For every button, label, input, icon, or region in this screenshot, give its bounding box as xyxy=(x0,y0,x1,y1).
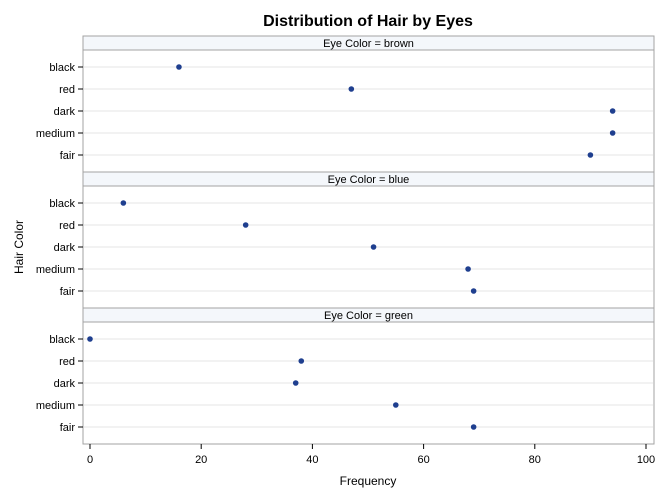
data-point xyxy=(609,108,616,114)
data-point xyxy=(87,336,93,342)
x-axis: 0 20 40 60 80 100 xyxy=(87,444,655,466)
y-tick-label: medium xyxy=(36,128,75,140)
y-axis-label: Hair Color xyxy=(12,220,26,274)
y-tick-label: fair xyxy=(60,150,76,162)
data-point xyxy=(292,380,299,386)
y-tick-label: black xyxy=(49,62,75,74)
panel-2: Eye Color = green black red dark medium fair xyxy=(36,307,655,445)
x-tick-label: 20 xyxy=(195,454,207,466)
data-point xyxy=(370,244,377,250)
panel-header-label: Eye Color = brown xyxy=(323,38,414,50)
y-tick-label: black xyxy=(49,334,75,346)
y-tick-label: black xyxy=(49,198,75,210)
x-axis-label: Frequency xyxy=(340,474,397,488)
data-point xyxy=(470,288,477,294)
data-point xyxy=(348,86,355,92)
data-point xyxy=(176,64,182,70)
data-point xyxy=(120,200,127,206)
y-tick-label: dark xyxy=(54,378,76,390)
chart-title: Distribution of Hair by Eyes xyxy=(263,13,473,30)
data-point xyxy=(609,130,616,136)
x-tick-label: 80 xyxy=(529,454,541,466)
data-point xyxy=(587,152,594,158)
data-point xyxy=(393,402,399,408)
panel-header-label: Eye Color = blue xyxy=(328,174,410,186)
y-tick-label: fair xyxy=(60,286,76,298)
data-point xyxy=(242,222,249,228)
y-tick-label: red xyxy=(59,356,75,368)
y-tick-label: dark xyxy=(54,106,76,118)
y-tick-label: fair xyxy=(60,422,76,434)
x-tick-label: 60 xyxy=(417,454,429,466)
data-point xyxy=(298,358,305,364)
y-tick-label: medium xyxy=(36,400,75,412)
y-tick-label: medium xyxy=(36,264,75,276)
x-tick-label: 100 xyxy=(637,454,655,466)
data-point xyxy=(465,266,471,272)
data-point xyxy=(470,424,477,430)
y-tick-label: dark xyxy=(54,242,76,254)
y-tick-label: red xyxy=(59,84,75,96)
x-tick-label: 40 xyxy=(306,454,318,466)
panel-0: Eye Color = brown black red dark medium fair xyxy=(36,35,655,173)
x-tick-label: 0 xyxy=(87,454,93,466)
panel-1: Eye Color = blue black red dark medium fair xyxy=(36,171,655,309)
y-tick-label: red xyxy=(59,220,75,232)
panels-group: Eye Color = brownblackreddarkmediumfairE… xyxy=(36,35,655,445)
panel-header-label: Eye Color = green xyxy=(324,310,413,322)
